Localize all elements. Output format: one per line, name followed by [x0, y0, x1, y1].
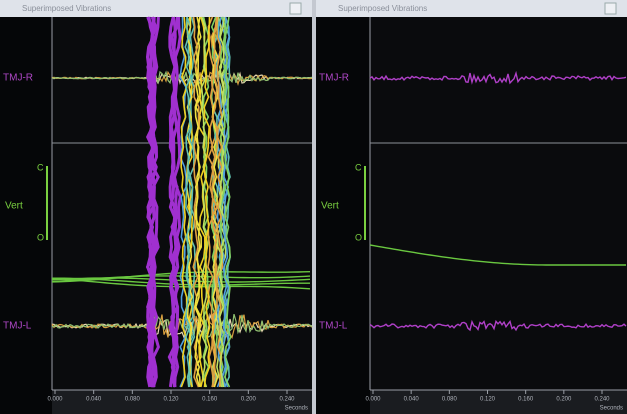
channel-label: Vert [5, 201, 23, 212]
x-tick-label: 0.160 [202, 397, 218, 403]
x-tick-label: 0.160 [518, 397, 534, 403]
burst-trace [167, 16, 177, 388]
channel-label: TMJ-L [3, 321, 32, 332]
panel-title: Superimposed Vibrations [338, 4, 427, 13]
x-tick-label: 0.240 [594, 397, 610, 403]
burst-trace [194, 16, 201, 388]
x-tick-label: 0.000 [365, 397, 381, 403]
x-tick-label: 0.000 [47, 397, 63, 403]
axis-area [370, 390, 627, 414]
trace [369, 70, 627, 85]
channel-label: TMJ-L [319, 321, 348, 332]
burst-trace [172, 16, 182, 388]
label-column [0, 17, 52, 414]
x-tick-label: 0.080 [125, 397, 141, 403]
scale-label: O [355, 232, 362, 242]
burst-trace [218, 16, 226, 388]
x-tick-label: 0.240 [279, 397, 295, 403]
x-tick-label: 0.200 [241, 397, 257, 403]
plot-area [370, 17, 627, 390]
burst-trace [222, 16, 231, 388]
x-tick-label: 0.120 [480, 397, 496, 403]
trace [51, 70, 313, 85]
x-tick-label: 0.120 [163, 397, 179, 403]
vert-trace [51, 277, 311, 286]
close-button[interactable] [604, 2, 617, 15]
trace [369, 319, 627, 332]
close-button[interactable] [289, 2, 302, 15]
trace [51, 313, 313, 340]
x-tick-label: 0.040 [404, 397, 420, 403]
burst-trace [179, 16, 187, 388]
channel-label: Vert [321, 201, 339, 212]
x-unit: Seconds [600, 406, 623, 412]
x-unit: Seconds [285, 406, 308, 412]
burst-trace [223, 16, 232, 388]
x-tick-label: 0.040 [86, 397, 102, 403]
burst-trace [210, 16, 219, 388]
axis-area [52, 390, 312, 414]
title-bar [316, 0, 627, 17]
x-tick-label: 0.200 [556, 397, 572, 403]
burst-trace [184, 16, 192, 388]
panel-title: Superimposed Vibrations [22, 4, 111, 13]
burst-trace [145, 16, 155, 388]
vert-trace [369, 244, 626, 266]
x-tick-label: 0.080 [442, 397, 458, 403]
channel-label: TMJ-R [3, 73, 33, 84]
burst-trace [186, 16, 194, 388]
title-bar [0, 0, 312, 17]
burst-trace [203, 16, 211, 388]
channel-label: TMJ-R [319, 73, 349, 84]
scale-label: C [355, 162, 362, 172]
burst-trace [149, 16, 159, 388]
label-column [316, 17, 370, 414]
scale-label: C [37, 162, 44, 172]
burst-trace [180, 16, 188, 388]
scale-label: O [37, 232, 44, 242]
vert-trace [51, 277, 311, 290]
